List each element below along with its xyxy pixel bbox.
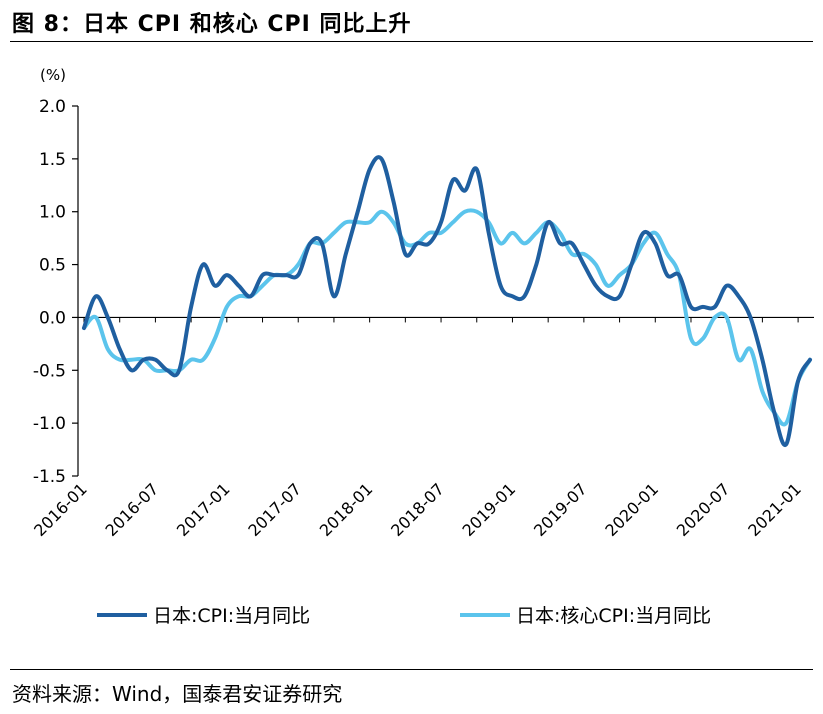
x-tick-label: 2021-01 (744, 479, 805, 540)
y-tick-label: 1.0 (39, 203, 66, 223)
series-line-cpi (82, 155, 812, 448)
x-tick-label: 2019-01 (459, 479, 520, 540)
y-tick-label: -1.0 (33, 414, 66, 434)
source-divider (10, 669, 813, 670)
chart-series (82, 155, 812, 448)
series-line-core-cpi (82, 208, 812, 427)
y-tick-label: 1.5 (39, 150, 66, 170)
y-tick-label: -0.5 (33, 361, 66, 381)
x-tick-label: 2016-07 (102, 479, 163, 540)
y-tick-label: 0.0 (39, 308, 66, 328)
x-tick-label: 2020-07 (673, 479, 734, 540)
legend-label: 日本:核心CPI:当月同比 (516, 605, 711, 627)
y-tick-label: 0.5 (39, 256, 66, 276)
legend-label: 日本:CPI:当月同比 (153, 605, 310, 627)
source-note: 资料来源：Wind，国泰君安证券研究 (12, 682, 343, 706)
y-axis-unit: (%) (40, 66, 66, 84)
title-divider (10, 41, 813, 42)
y-tick-label: -1.5 (33, 467, 66, 487)
x-tick-label: 2016-01 (30, 479, 91, 540)
figure-title: 图 8：日本 CPI 和核心 CPI 同比上升 (12, 12, 412, 37)
x-tick-label: 2017-07 (244, 479, 305, 540)
x-tick-label: 2018-01 (316, 479, 377, 540)
x-tick-label: 2020-01 (601, 479, 662, 540)
x-tick-label: 2018-07 (387, 479, 448, 540)
y-tick-label: 2.0 (39, 97, 66, 117)
chart-legend: 日本:CPI:当月同比 日本:核心CPI:当月同比 (97, 605, 711, 627)
x-tick-label: 2017-01 (173, 479, 234, 540)
x-tick-label: 2019-07 (530, 479, 591, 540)
